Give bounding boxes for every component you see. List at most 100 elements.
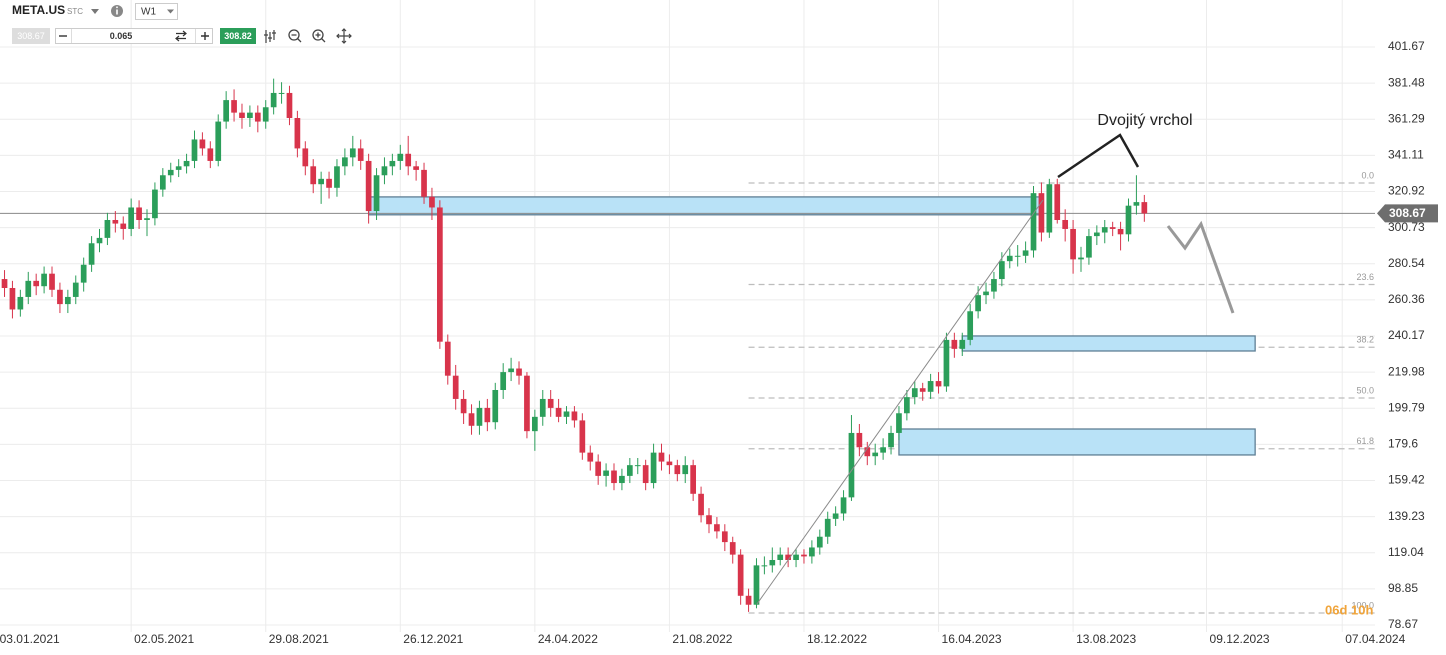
interval-select[interactable]	[135, 3, 178, 20]
x-tick-label: 24.04.2022	[538, 632, 598, 646]
candle-body	[49, 273, 55, 290]
candle-body	[144, 218, 150, 220]
candle-body	[856, 432, 863, 448]
candle-body	[1101, 227, 1108, 233]
candle-body	[500, 372, 507, 390]
candle-body	[136, 207, 142, 220]
sell-button[interactable]	[12, 28, 50, 44]
candle-body	[1022, 250, 1029, 256]
y-tick-label: 78.67	[1388, 617, 1418, 631]
candle-body	[365, 160, 372, 212]
candle-body	[349, 148, 356, 158]
zoom-out-icon[interactable]	[288, 29, 300, 41]
candle-body	[555, 407, 562, 417]
fib-label: 100.0	[1351, 600, 1374, 610]
candle-body	[342, 157, 348, 167]
price-axis: 78.67 98.85 119.04 139.23 159.42 179.6 199.79 2…	[1375, 0, 1446, 655]
fib-label: 61.8	[1356, 436, 1374, 446]
interval: W1	[141, 7, 156, 18]
y-tick-label: 361.29	[1388, 111, 1425, 125]
zoom-in-icon[interactable]	[312, 29, 324, 41]
candle-body	[1117, 228, 1124, 235]
candle-body	[183, 160, 190, 167]
candle-body	[531, 416, 538, 432]
plus-button[interactable]	[201, 32, 209, 40]
candle-body	[729, 542, 736, 555]
candle-body	[872, 452, 879, 457]
x-tick-label: 09.12.2023	[1210, 632, 1270, 646]
market: STC	[67, 7, 83, 16]
buy-button[interactable]	[220, 28, 256, 44]
candle-body	[967, 311, 974, 340]
candle-body	[690, 465, 697, 494]
move-icon[interactable]	[336, 28, 352, 44]
symbol[interactable]: META.US	[12, 3, 65, 17]
candle-body	[737, 554, 744, 596]
candle-body	[286, 92, 293, 118]
candle-body	[832, 513, 839, 519]
candle-body	[112, 219, 119, 224]
candle-body	[1, 279, 8, 288]
ask: 308.82	[224, 31, 252, 41]
symbol-dropdown[interactable]	[91, 9, 99, 14]
candle-body	[120, 223, 127, 229]
trend-line	[756, 199, 1044, 605]
candle-body	[476, 407, 483, 426]
candle-body	[294, 117, 301, 149]
projection-arrow	[1166, 220, 1235, 314]
candle-body	[595, 461, 602, 476]
candle-body	[539, 398, 546, 417]
candle-body	[1054, 184, 1061, 220]
candle-body	[935, 381, 942, 387]
candle-body	[642, 465, 649, 484]
x-tick-label: 13.08.2023	[1076, 632, 1136, 646]
candle-body	[919, 388, 926, 392]
grid	[0, 0, 1375, 632]
candle-body	[682, 465, 689, 475]
chart-type-icon[interactable]	[264, 30, 276, 43]
candle-body	[587, 452, 594, 462]
candle-body	[801, 554, 807, 557]
candle-body	[1014, 255, 1021, 257]
double-top-marker	[1057, 133, 1140, 179]
candle-body	[302, 148, 309, 167]
candle-body	[57, 289, 63, 305]
candle-body	[1125, 205, 1132, 235]
candle-body	[128, 207, 135, 229]
candle-body	[603, 470, 609, 476]
candle-body	[777, 554, 784, 560]
candle-body	[619, 475, 625, 484]
candle-body	[563, 411, 570, 417]
candle-body	[254, 112, 261, 122]
candle-body	[492, 389, 499, 423]
x-tick-label: 29.08.2021	[269, 632, 329, 646]
zoom-out-glyph	[291, 34, 302, 43]
x-tick-label: 18.12.2022	[807, 632, 867, 646]
candle-body	[25, 280, 32, 297]
y-tick-label: 240.17	[1388, 328, 1425, 342]
candle-body	[809, 547, 815, 557]
candle-body	[674, 465, 681, 475]
candle-body	[753, 565, 760, 605]
y-tick-label: 179.6	[1388, 437, 1418, 451]
candle-body	[1086, 236, 1092, 258]
swap-icon[interactable]	[175, 30, 187, 42]
candle-body	[310, 166, 317, 185]
candle-body	[326, 178, 332, 188]
zone	[367, 196, 1043, 216]
candle-body	[17, 296, 24, 310]
candle-body	[199, 139, 206, 149]
candle-body	[1141, 202, 1148, 214]
candle-body	[911, 388, 918, 398]
x-tick-label: 07.04.2024	[1345, 632, 1405, 646]
info-icon-glyph	[116, 6, 118, 9]
candle-body	[231, 100, 237, 113]
candle-body	[880, 447, 886, 453]
candle-body	[152, 189, 158, 219]
toolbar: META.US STC W1 308.67 0.065 308.82	[12, 3, 352, 44]
candle-body	[318, 178, 324, 185]
candle-body	[508, 368, 514, 373]
volume[interactable]: 0.065	[110, 31, 133, 41]
candle-body	[761, 565, 768, 567]
y-tick-label: 341.11	[1388, 148, 1424, 162]
